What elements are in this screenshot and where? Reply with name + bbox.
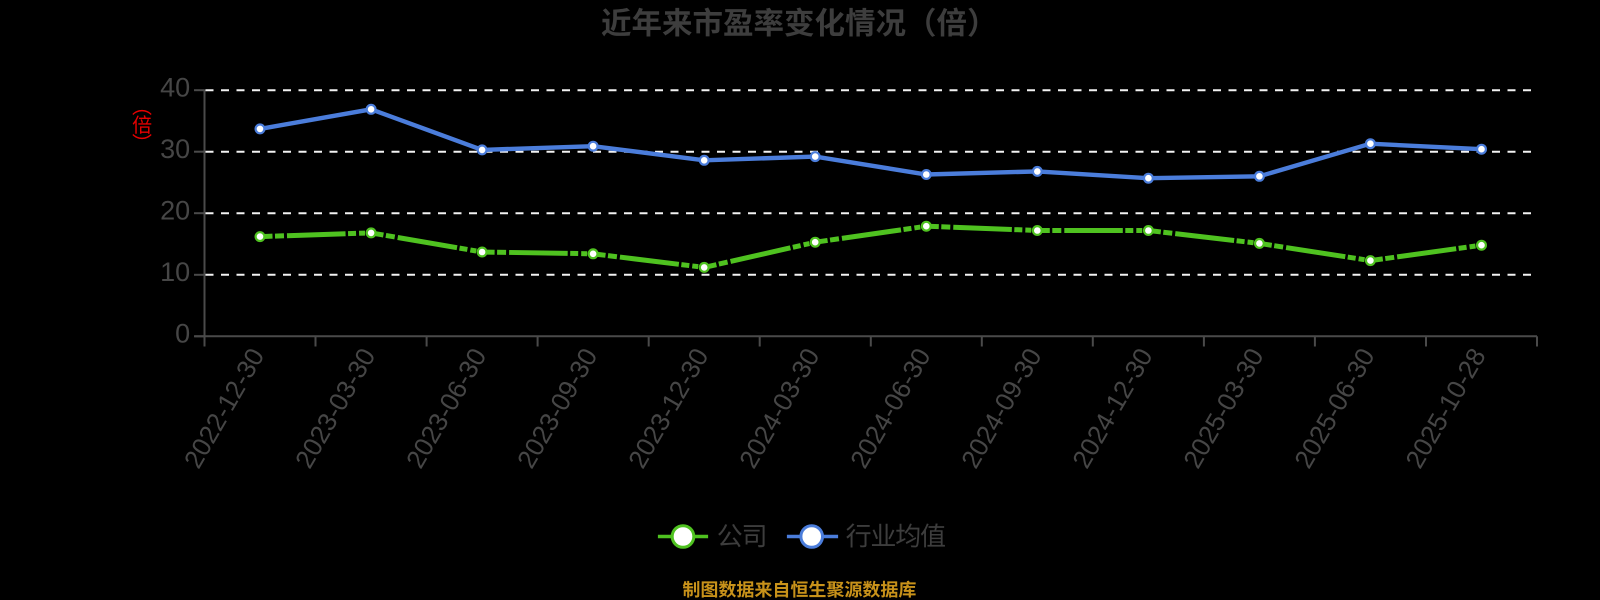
svg-text:40: 40	[160, 73, 190, 103]
svg-text:10: 10	[160, 257, 190, 287]
svg-text:0: 0	[175, 319, 190, 349]
svg-text:20: 20	[160, 196, 190, 226]
svg-text:30: 30	[160, 134, 190, 164]
